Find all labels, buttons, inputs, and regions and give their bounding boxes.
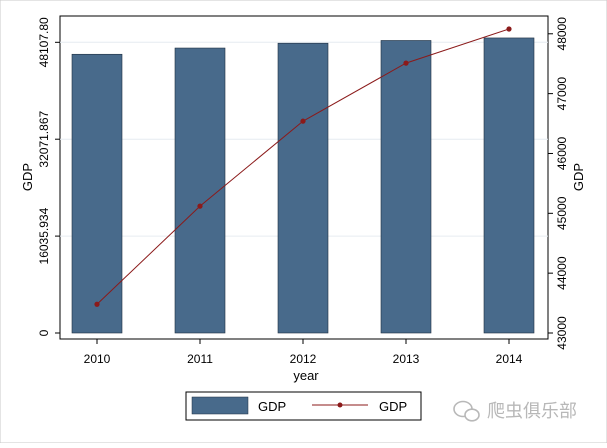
bar (71, 53, 123, 334)
bar (483, 37, 535, 334)
x-tick-label: 2010 (84, 352, 111, 366)
x-axis-title: year (293, 368, 319, 383)
legend-bar-swatch (191, 396, 249, 415)
legend-bar-label: GDP (258, 399, 286, 414)
left-tick-label: 16035.934 (37, 207, 51, 264)
x-tick-label: 2013 (393, 352, 420, 366)
bar (174, 47, 226, 334)
line-point (197, 203, 203, 209)
bar (277, 42, 329, 334)
line-series (94, 26, 512, 307)
left-y-axis: 0 16035.934 32071.867 48107.80 (37, 17, 60, 336)
line-point (300, 118, 306, 124)
right-tick-label: 47000 (555, 77, 569, 111)
right-tick-label: 44000 (555, 256, 569, 290)
bar-series (71, 37, 535, 334)
x-axis: 2010 2011 2012 2013 2014 (84, 339, 523, 366)
x-tick-label: 2012 (290, 352, 317, 366)
legend-line-label: GDP (379, 399, 407, 414)
right-y-axis: 43000 44000 45000 46000 47000 48000 (548, 17, 569, 350)
line-point (506, 26, 512, 32)
left-tick-label: 48107.80 (37, 17, 51, 67)
x-tick-label: 2011 (187, 352, 213, 366)
legend: GDP GDP (185, 391, 422, 421)
line-point (94, 301, 100, 307)
left-tick-label: 0 (37, 329, 51, 336)
right-tick-label: 48000 (555, 17, 569, 51)
right-tick-label: 43000 (555, 316, 569, 350)
right-tick-label: 45000 (555, 196, 569, 230)
watermark-text: 爬虫俱乐部 (487, 401, 577, 422)
watermark: 爬虫俱乐部 (453, 400, 577, 422)
right-tick-label: 46000 (555, 136, 569, 170)
left-tick-label: 32071.867 (37, 111, 51, 168)
x-tick-label: 2014 (496, 352, 523, 366)
legend-line-marker (337, 402, 343, 408)
wechat-icon (453, 400, 480, 422)
line-point (403, 60, 409, 66)
right-y-axis-title: GDP (571, 163, 586, 191)
left-y-axis-title: GDP (20, 163, 35, 191)
bar (380, 40, 432, 334)
